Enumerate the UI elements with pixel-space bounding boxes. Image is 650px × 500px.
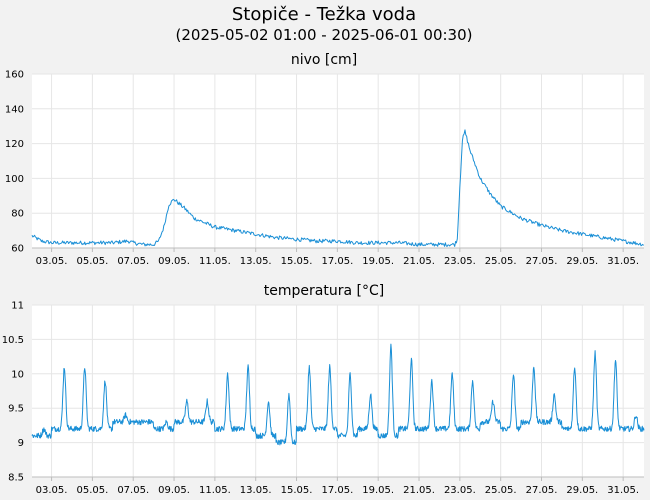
x-tick-label: 23.05.	[444, 485, 476, 496]
y-tick-label: 60	[11, 244, 24, 255]
y-tick-label: 120	[5, 139, 24, 150]
x-tick-label: 03.05.	[36, 485, 68, 496]
x-tick-label: 23.05.	[444, 256, 476, 267]
x-tick-label: 25.05.	[485, 256, 517, 267]
y-tick-label: 9.5	[8, 404, 24, 415]
plot-area	[32, 74, 644, 248]
x-tick-label: 17.05.	[321, 256, 353, 267]
x-tick-label: 27.05.	[526, 485, 558, 496]
x-tick-label: 07.05.	[117, 256, 149, 267]
x-tick-label: 05.05.	[76, 485, 108, 496]
x-tick-label: 03.05.	[36, 256, 68, 267]
x-tick-label: 07.05.	[117, 485, 149, 496]
y-tick-label: 8.5	[8, 473, 24, 484]
x-tick-label: 19.05.	[362, 485, 394, 496]
chart-subtitle: (2025-05-02 01:00 - 2025-06-01 00:30)	[176, 26, 473, 44]
x-tick-label: 21.05.	[403, 256, 435, 267]
y-tick-label: 11	[11, 301, 24, 312]
x-tick-label: 29.05.	[566, 256, 598, 267]
y-tick-label: 9	[18, 438, 24, 449]
x-tick-label: 09.05.	[158, 485, 190, 496]
x-tick-label: 27.05.	[526, 256, 558, 267]
x-tick-label: 13.05.	[240, 256, 272, 267]
x-tick-label: 15.05.	[281, 256, 313, 267]
x-tick-label: 21.05.	[403, 485, 435, 496]
series-line	[31, 129, 644, 247]
x-tick-label: 17.05.	[321, 485, 353, 496]
panel-title-level: nivo [cm]	[291, 52, 357, 68]
y-tick-label: 80	[11, 209, 24, 220]
y-tick-label: 100	[5, 174, 24, 185]
y-tick-label: 140	[5, 104, 24, 115]
x-tick-label: 25.05.	[485, 485, 517, 496]
y-tick-label: 160	[5, 70, 24, 81]
temperature-plot: 8.5 9 9.5 10 10.5 11 03.05. 05.05. 07.05. 09.05. 1…	[2, 301, 645, 496]
x-tick-label: 09.05.	[158, 256, 190, 267]
y-tick-label: 10.5	[2, 335, 24, 346]
x-tick-label: 31.05.	[607, 485, 639, 496]
x-tick-label: 29.05.	[566, 485, 598, 496]
x-tick-label: 19.05.	[362, 256, 394, 267]
level-plot: 60 80 100 120 140 160 03.05. 05.05. 07.05. 09.05.…	[5, 70, 644, 267]
x-tick-label: 13.05.	[240, 485, 272, 496]
series-line	[31, 343, 645, 446]
x-tick-label: 11.05.	[199, 256, 231, 267]
plot-area	[32, 305, 644, 477]
x-tick-label: 31.05.	[607, 256, 639, 267]
x-tick-label: 15.05.	[281, 485, 313, 496]
x-tick-label: 05.05.	[76, 256, 108, 267]
x-tick-label: 11.05.	[199, 485, 231, 496]
y-tick-label: 10	[11, 369, 24, 380]
chart-title: Stopiče - Težka voda	[232, 4, 416, 25]
panel-title-temperature: temperatura [°C]	[264, 283, 384, 299]
